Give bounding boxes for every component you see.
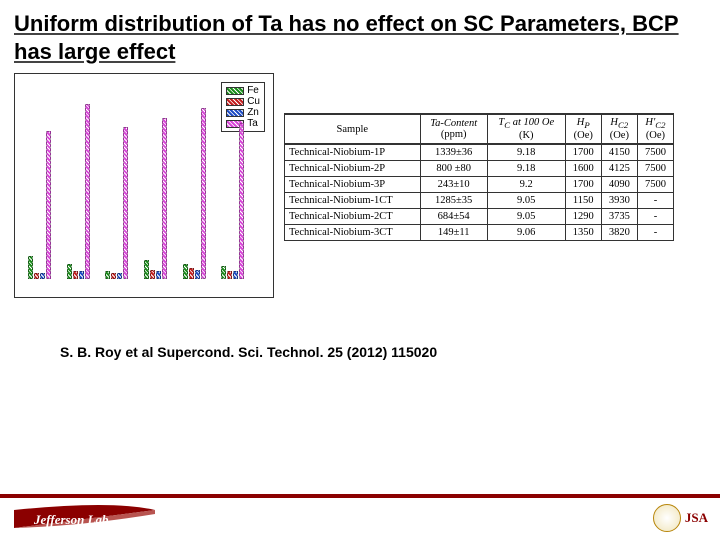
- data-table-wrap: SampleTa-Content(ppm)TC at 100 Oe(K)HP(O…: [284, 113, 674, 241]
- bar: [85, 104, 90, 279]
- bar: [144, 260, 149, 279]
- table-cell: 1350: [565, 225, 601, 241]
- bar: [28, 256, 33, 279]
- table-cell: Technical-Niobium-3P: [285, 177, 421, 193]
- bar: [201, 108, 206, 279]
- bar: [79, 271, 84, 279]
- table-row: Technical-Niobium-1CT1285±359.0511503930…: [285, 193, 674, 209]
- table-row: Technical-Niobium-2CT684±549.0512903735-: [285, 209, 674, 225]
- table-cell: 9.05: [487, 209, 565, 225]
- bar-group: [28, 131, 51, 279]
- table-cell: 9.18: [487, 144, 565, 161]
- table-cell: 4125: [601, 161, 637, 177]
- table-cell: 3820: [601, 225, 637, 241]
- bar: [123, 127, 128, 279]
- table-cell: 7500: [637, 161, 673, 177]
- table-cell: 1700: [565, 144, 601, 161]
- bar: [150, 270, 155, 280]
- table-cell: 7500: [637, 177, 673, 193]
- table-cell: -: [637, 193, 673, 209]
- bar: [117, 273, 122, 279]
- jsa-logo: JSA: [685, 510, 708, 526]
- bar: [189, 268, 194, 279]
- bar: [73, 271, 78, 279]
- table-cell: Technical-Niobium-3CT: [285, 225, 421, 241]
- bar: [227, 271, 232, 279]
- table-cell: 9.05: [487, 193, 565, 209]
- bar: [239, 123, 244, 279]
- table-header-cell: HP(Oe): [565, 114, 601, 144]
- bar: [111, 273, 116, 279]
- bar: [67, 264, 72, 279]
- table-cell: 7500: [637, 144, 673, 161]
- bar-group: [221, 123, 244, 279]
- legend-item: Cu: [226, 96, 260, 107]
- jlab-logo: Jefferson Lab: [12, 500, 162, 536]
- bar: [46, 131, 51, 279]
- bar: [34, 273, 39, 279]
- bar: [233, 271, 238, 279]
- table-header-cell: TC at 100 Oe(K): [487, 114, 565, 144]
- table-row: Technical-Niobium-2P800 ±809.18160041257…: [285, 161, 674, 177]
- bar: [156, 271, 161, 279]
- content-row: FeCuZnTa SampleTa-Content(ppm)TC at 100 …: [0, 67, 720, 304]
- table-cell: 3735: [601, 209, 637, 225]
- jlab-text: Jefferson Lab: [34, 512, 109, 528]
- right-logos: JSA: [653, 504, 708, 532]
- bar: [105, 271, 110, 279]
- bar-group: [67, 104, 90, 279]
- slide-title: Uniform distribution of Ta has no effect…: [0, 0, 720, 67]
- table-cell: Technical-Niobium-2CT: [285, 209, 421, 225]
- bar: [195, 270, 200, 280]
- bar: [162, 118, 167, 280]
- table-cell: 800 ±80: [420, 161, 487, 177]
- table-header-row: SampleTa-Content(ppm)TC at 100 Oe(K)HP(O…: [285, 114, 674, 144]
- table-cell: 243±10: [420, 177, 487, 193]
- table-cell: Technical-Niobium-2P: [285, 161, 421, 177]
- table-cell: 1700: [565, 177, 601, 193]
- citation-text: S. B. Roy et al Supercond. Sci. Technol.…: [0, 304, 720, 360]
- data-table: SampleTa-Content(ppm)TC at 100 Oe(K)HP(O…: [284, 113, 674, 241]
- table-cell: 1339±36: [420, 144, 487, 161]
- table-cell: -: [637, 225, 673, 241]
- legend-item: Fe: [226, 85, 260, 96]
- table-cell: 4150: [601, 144, 637, 161]
- table-cell: 149±11: [420, 225, 487, 241]
- table-cell: Technical-Niobium-1CT: [285, 193, 421, 209]
- table-cell: Technical-Niobium-1P: [285, 144, 421, 161]
- bar-group: [105, 127, 128, 279]
- table-header-cell: Ta-Content(ppm): [420, 114, 487, 144]
- table-cell: 3930: [601, 193, 637, 209]
- table-cell: -: [637, 209, 673, 225]
- bar-group: [144, 118, 167, 280]
- table-header-cell: Sample: [285, 114, 421, 144]
- table-header-cell: H'C2(Oe): [637, 114, 673, 144]
- bar: [221, 266, 226, 279]
- table-cell: 4090: [601, 177, 637, 193]
- bar-group: [183, 108, 206, 279]
- table-cell: 1285±35: [420, 193, 487, 209]
- table-cell: 1600: [565, 161, 601, 177]
- bar-chart: FeCuZnTa: [14, 73, 274, 298]
- legend-item: Zn: [226, 107, 260, 118]
- bar: [183, 264, 188, 279]
- table-row: Technical-Niobium-3P243±109.217004090750…: [285, 177, 674, 193]
- table-cell: 1290: [565, 209, 601, 225]
- table-cell: 1150: [565, 193, 601, 209]
- table-cell: 9.18: [487, 161, 565, 177]
- table-cell: 9.2: [487, 177, 565, 193]
- table-header-cell: HC2(Oe): [601, 114, 637, 144]
- table-cell: 684±54: [420, 209, 487, 225]
- table-cell: 9.06: [487, 225, 565, 241]
- doe-seal-icon: [653, 504, 681, 532]
- table-row: Technical-Niobium-3CT149±119.0613503820-: [285, 225, 674, 241]
- table-row: Technical-Niobium-1P1339±369.18170041507…: [285, 144, 674, 161]
- footer: Jefferson Lab JSA: [0, 496, 720, 540]
- bar: [40, 273, 45, 279]
